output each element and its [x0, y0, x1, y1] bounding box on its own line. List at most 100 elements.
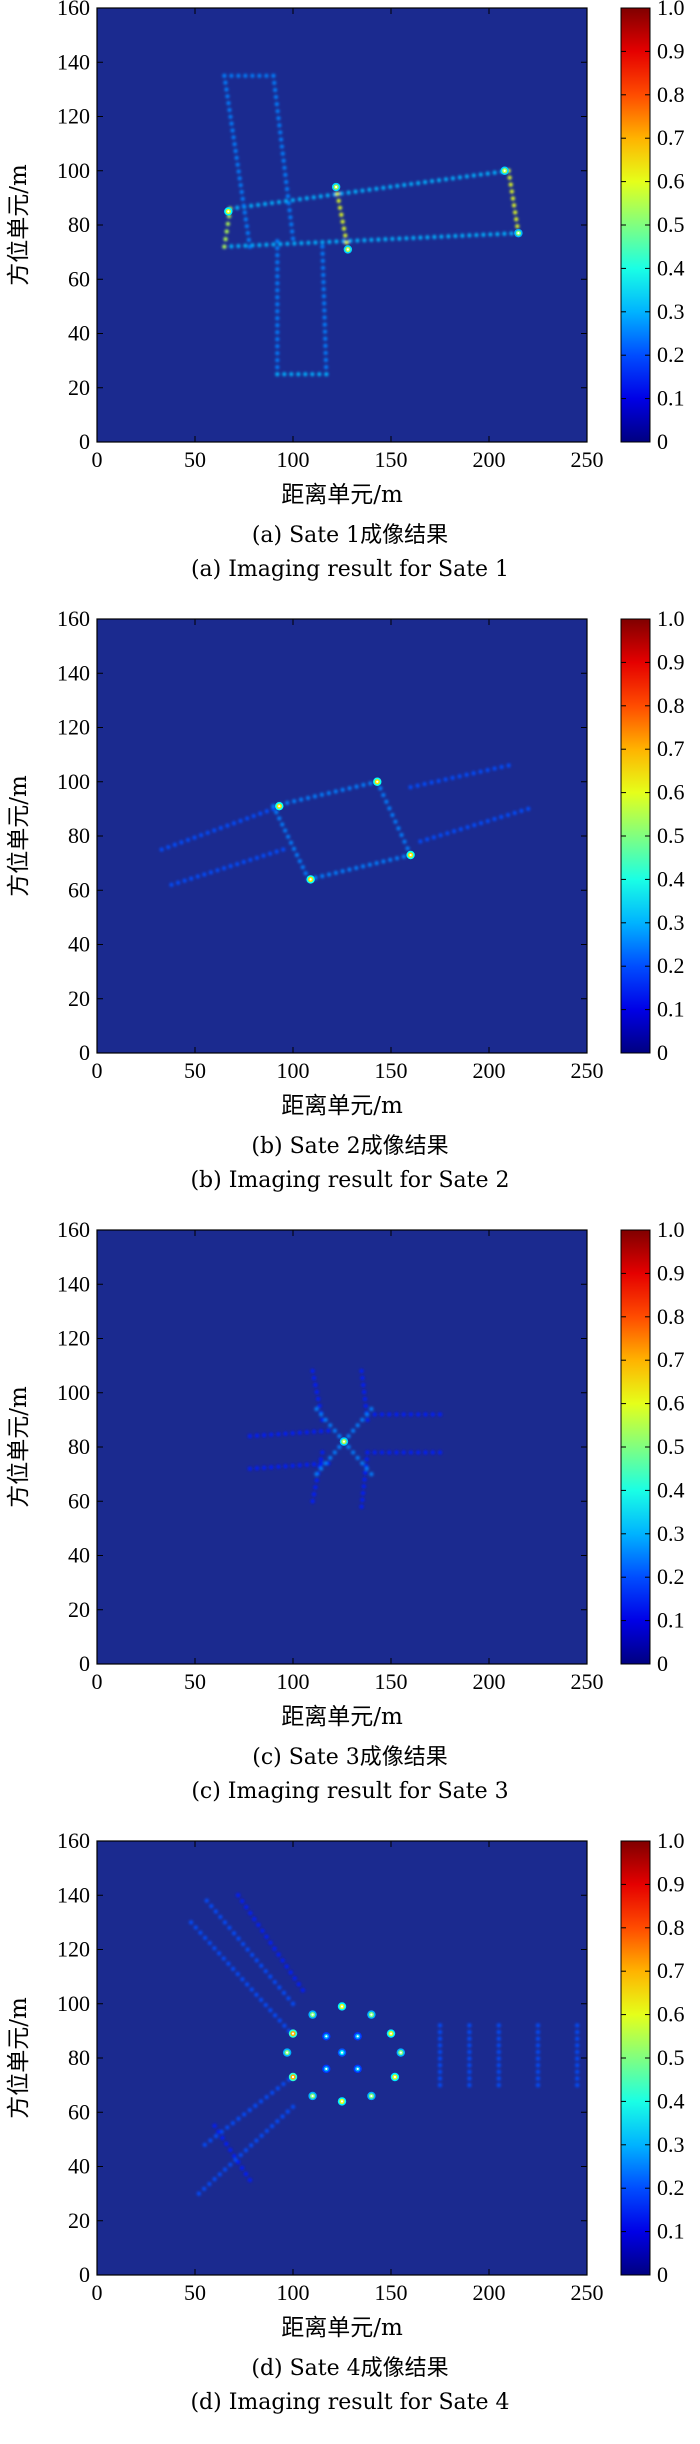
scatter-dot — [314, 1389, 319, 1395]
scatter-dot — [243, 243, 248, 248]
scatter-dot — [275, 2086, 280, 2091]
scatter-dot — [292, 799, 297, 804]
scatter-dot — [269, 200, 275, 206]
x-tick-label: 0 — [92, 1058, 103, 1083]
scatter-dot — [496, 2049, 501, 2055]
scatter-dot — [339, 191, 344, 196]
scatter-dot — [437, 2069, 443, 2074]
scatter-dot — [458, 827, 463, 832]
scatter-dot — [502, 231, 507, 236]
bright-point-core — [278, 805, 281, 808]
scatter-dot — [393, 819, 398, 824]
scatter-dot — [395, 183, 400, 189]
scatter-dot — [228, 864, 233, 869]
scatter-dot — [247, 1466, 252, 1471]
scatter-dot — [526, 806, 531, 811]
scatter-dot — [381, 859, 386, 864]
colorbar-tick-label: 0.2 — [657, 2175, 685, 2200]
scatter-dot — [260, 1928, 265, 1933]
colorbar-tick-label: 0.4 — [657, 866, 685, 891]
scatter-dot — [226, 101, 231, 106]
x-tick-label: 50 — [184, 2280, 206, 2305]
x-tick-label: 50 — [184, 1669, 206, 1694]
scatter-dot — [262, 1465, 267, 1470]
scatter-dot — [336, 198, 341, 203]
scatter-dot — [467, 2069, 472, 2074]
scatter-dot — [223, 80, 228, 85]
scatter-dot — [311, 195, 316, 200]
scatter-dot — [437, 2023, 443, 2028]
x-tick-label: 100 — [277, 447, 310, 472]
scatter-dot — [360, 1497, 365, 1502]
scatter-dot — [292, 241, 297, 246]
scatter-dot — [313, 1382, 318, 1388]
y-axis-label: 方位单元/m — [6, 775, 32, 897]
scatter-dot — [202, 2142, 207, 2147]
scatter-dot — [299, 241, 304, 246]
scatter-dot — [254, 1958, 259, 1963]
scatter-dot — [229, 244, 234, 249]
scatter-dot — [474, 232, 479, 238]
scatter-dot — [496, 2069, 501, 2074]
colorbar-tick-label: 0.6 — [657, 169, 685, 194]
scatter-dot — [418, 839, 423, 844]
scatter-dot — [353, 189, 358, 194]
scatter-dot — [322, 322, 327, 327]
scatter-dot — [250, 1952, 255, 1958]
scatter-dot — [310, 1368, 315, 1374]
scatter-dot — [236, 2116, 241, 2121]
y-axis-label: 方位单元/m — [6, 164, 32, 286]
scatter-dot — [254, 855, 260, 860]
scatter-dot — [216, 2129, 221, 2134]
bright-point-core — [286, 2051, 289, 2054]
scatter-dot — [166, 845, 171, 850]
scatter-dot — [212, 1946, 217, 1951]
scatter-dot — [276, 1464, 281, 1469]
x-axis-label: 距离单元/m — [281, 482, 403, 508]
scatter-dot — [242, 2112, 247, 2117]
heatmap-plot-d: 0 50 100 150 200 250 0 20 40 60 80 100 120 140 160 距离单元… — [6, 1833, 685, 2341]
scatter-dot — [268, 1974, 273, 1979]
scatter-dot — [311, 1492, 317, 1497]
scatter-dot — [275, 253, 280, 258]
colorbar-tick-label: 0.8 — [657, 1915, 685, 1940]
scatter-dot — [360, 1417, 365, 1422]
bright-point-core — [342, 1440, 346, 1443]
x-tick-label: 250 — [571, 1058, 604, 1083]
scatter-dot — [202, 2186, 207, 2191]
scatter-dot — [251, 813, 256, 819]
scatter-dot — [236, 243, 241, 249]
scatter-dot — [283, 828, 288, 833]
scatter-dot — [362, 1477, 367, 1482]
scatter-dot — [244, 1982, 250, 1987]
scatterer-group — [247, 1368, 443, 1509]
scatter-dot — [270, 2090, 275, 2095]
scatter-dot — [320, 1417, 325, 1422]
y-tick-label: 100 — [57, 1991, 90, 2016]
scatter-dot — [283, 1464, 288, 1469]
scatter-dot — [313, 1485, 318, 1490]
y-tick-label: 20 — [68, 1597, 90, 1622]
scatter-dot — [242, 210, 247, 215]
scatter-dot — [277, 816, 282, 821]
bright-point-core — [399, 2051, 402, 2054]
scatter-dot — [430, 1450, 435, 1455]
scatter-dot — [374, 861, 379, 866]
scatter-dot — [323, 1461, 328, 1466]
scatter-dot — [485, 768, 490, 773]
scatter-dot — [339, 212, 344, 217]
scatter-dot — [224, 229, 229, 234]
scatter-dot — [285, 194, 290, 199]
scatter-dot — [467, 233, 472, 238]
scatter-dot — [359, 1504, 364, 1509]
scatter-dot — [230, 1966, 236, 1971]
scatter-dot — [360, 1491, 366, 1496]
scatter-dot — [320, 1450, 325, 1455]
scatter-dot — [535, 2083, 541, 2088]
scatter-dot — [254, 2138, 259, 2143]
scatter-dot — [575, 2076, 580, 2081]
scatter-dot — [258, 2099, 264, 2104]
scatter-dot — [409, 181, 414, 187]
scatter-dot — [311, 1462, 317, 1467]
scatter-dot — [264, 1934, 269, 1939]
